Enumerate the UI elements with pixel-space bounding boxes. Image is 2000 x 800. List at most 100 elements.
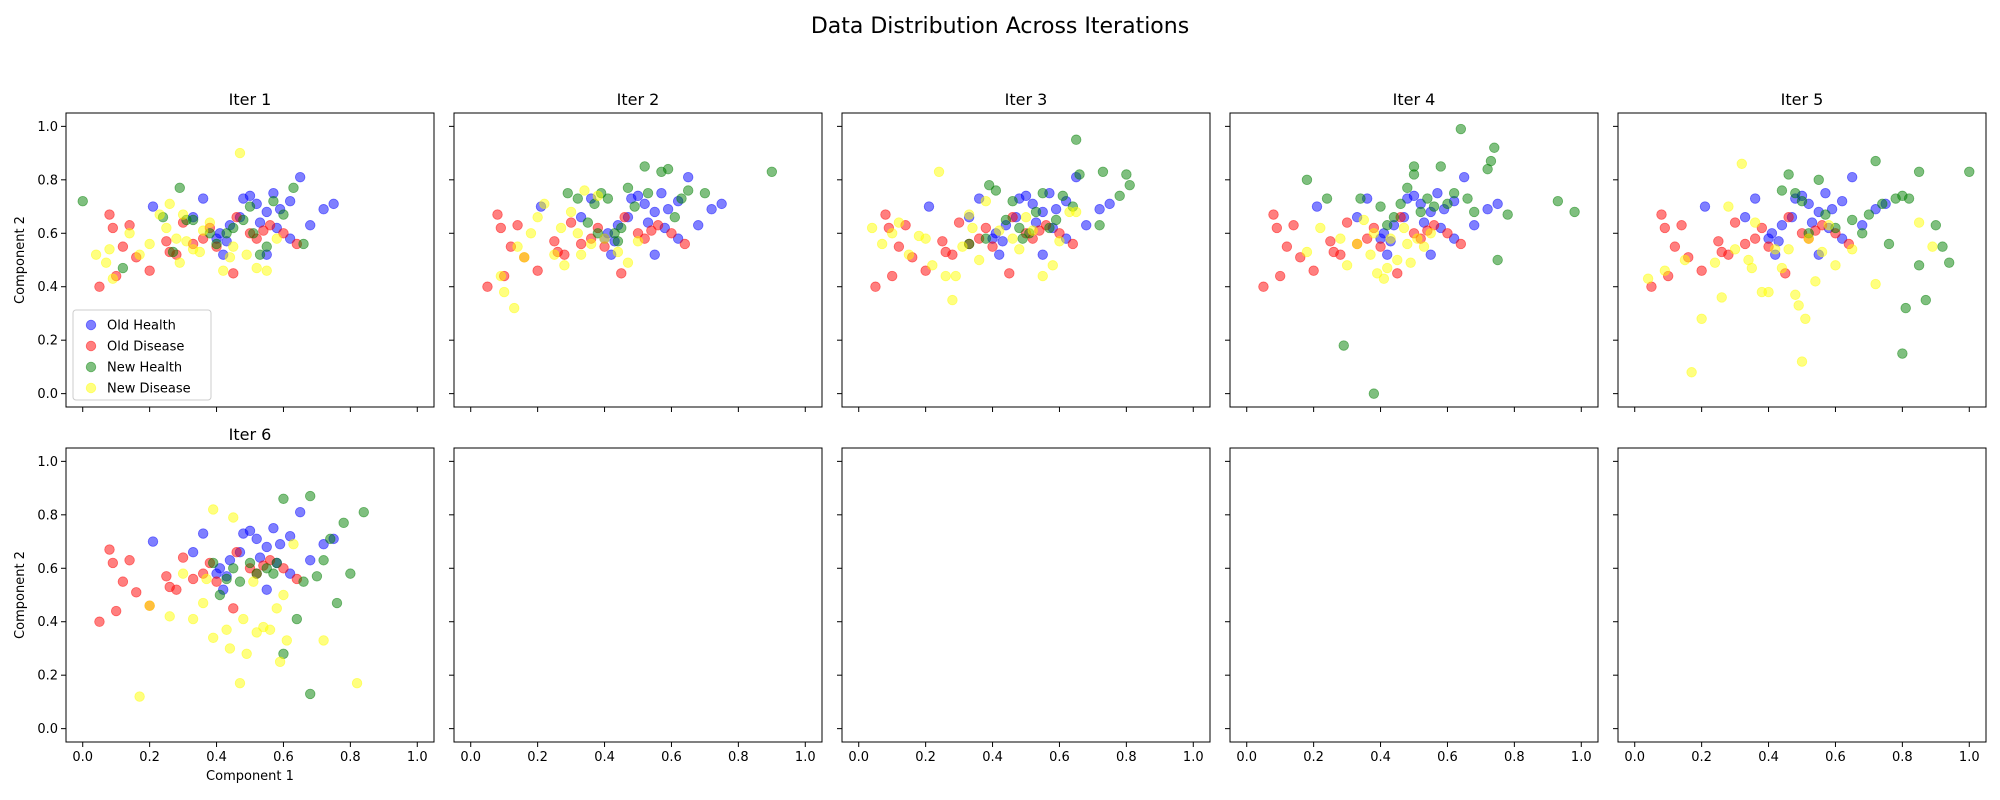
data-point [1729, 244, 1741, 255]
data-point [1870, 204, 1881, 215]
data-point [679, 238, 691, 250]
data-point [278, 209, 289, 220]
data-point [1014, 244, 1025, 255]
data-point [207, 632, 219, 643]
data-point [268, 522, 279, 534]
data-point [197, 528, 209, 539]
data-point [642, 187, 654, 199]
data-point [1050, 214, 1062, 226]
data-point [632, 190, 644, 202]
data-point [1783, 212, 1794, 223]
data-point [144, 238, 155, 250]
data-point [278, 563, 289, 574]
data-point [1114, 190, 1125, 202]
data-point [261, 541, 272, 553]
data-point [646, 225, 657, 236]
data-point [1418, 241, 1430, 252]
data-point [997, 236, 1008, 247]
data-point [174, 182, 185, 194]
y-tick-label: 0.4 [37, 280, 58, 295]
data-point [1810, 276, 1821, 287]
data-point [161, 236, 172, 247]
data-point [281, 635, 293, 646]
data-point [1355, 193, 1366, 204]
data-point [1432, 187, 1443, 199]
legend-item-old-disease: Old Disease [85, 340, 184, 355]
data-point [221, 624, 232, 635]
data-point [1341, 260, 1353, 271]
data-point [947, 249, 958, 260]
data-point [1104, 198, 1115, 210]
data-point [197, 597, 209, 609]
data-point [284, 233, 296, 244]
data-point [264, 220, 276, 231]
data-point [1274, 270, 1286, 282]
series-new-health [562, 161, 778, 247]
axes-frame [65, 112, 435, 408]
data-point [294, 506, 306, 518]
data-point [599, 233, 610, 244]
data-point [612, 236, 624, 247]
axes-frame [1617, 112, 1987, 408]
data-point [1047, 260, 1058, 271]
data-point [1070, 206, 1082, 218]
data-point [1074, 169, 1085, 180]
data-point [1097, 166, 1109, 178]
data-point [1382, 249, 1393, 260]
data-point [187, 573, 199, 585]
y-tick-label: 0.8 [37, 508, 58, 523]
data-point [278, 589, 289, 601]
data-point [1800, 313, 1811, 325]
x-tick-label: 0.4 [206, 750, 227, 765]
data-point [1054, 236, 1065, 247]
data-point [244, 190, 256, 202]
data-point [1803, 233, 1814, 244]
legend-marker [85, 361, 97, 373]
data-point [632, 236, 644, 247]
data-point [1435, 161, 1446, 172]
data-point [1325, 236, 1336, 247]
data-point [1121, 169, 1132, 180]
data-point [164, 198, 175, 210]
data-point [1442, 228, 1453, 239]
data-point [1408, 161, 1420, 172]
data-point [187, 214, 199, 226]
data-point [201, 573, 212, 585]
data-point [211, 238, 222, 250]
data-point [214, 589, 226, 601]
data-point [539, 198, 550, 210]
panel-1: 0.0 0.2 0.4 0.6 0.8 1.0 Iter 1 Component 2 Old H… [13, 90, 435, 412]
data-point [1050, 204, 1062, 215]
data-point [161, 222, 172, 234]
data-point [207, 557, 219, 569]
data-point [1642, 273, 1654, 284]
data-point [1044, 222, 1055, 234]
data-point [271, 557, 282, 569]
data-point [1669, 241, 1681, 252]
data-point [238, 613, 249, 625]
data-point [278, 228, 289, 239]
data-point [1315, 222, 1326, 234]
data-point [244, 201, 256, 212]
series-new-health [207, 490, 369, 700]
data-point [973, 254, 985, 266]
y-tick-label: 0.2 [37, 669, 58, 684]
data-point [947, 294, 958, 306]
data-point [325, 533, 336, 545]
data-point [331, 597, 343, 609]
data-point [1569, 206, 1580, 218]
data-point [211, 576, 222, 587]
legend-item-new-health: New Health [85, 361, 182, 376]
data-point [866, 222, 878, 234]
data-point [1382, 262, 1393, 274]
data-point [288, 182, 299, 194]
data-point [492, 209, 503, 220]
panel-title: Iter 6 [229, 425, 272, 444]
plot-area [454, 113, 822, 407]
data-point [1679, 254, 1691, 266]
data-point [174, 257, 185, 268]
data-point [261, 206, 272, 218]
y-tick-label: 0.8 [37, 173, 58, 188]
data-point [1964, 166, 1975, 178]
